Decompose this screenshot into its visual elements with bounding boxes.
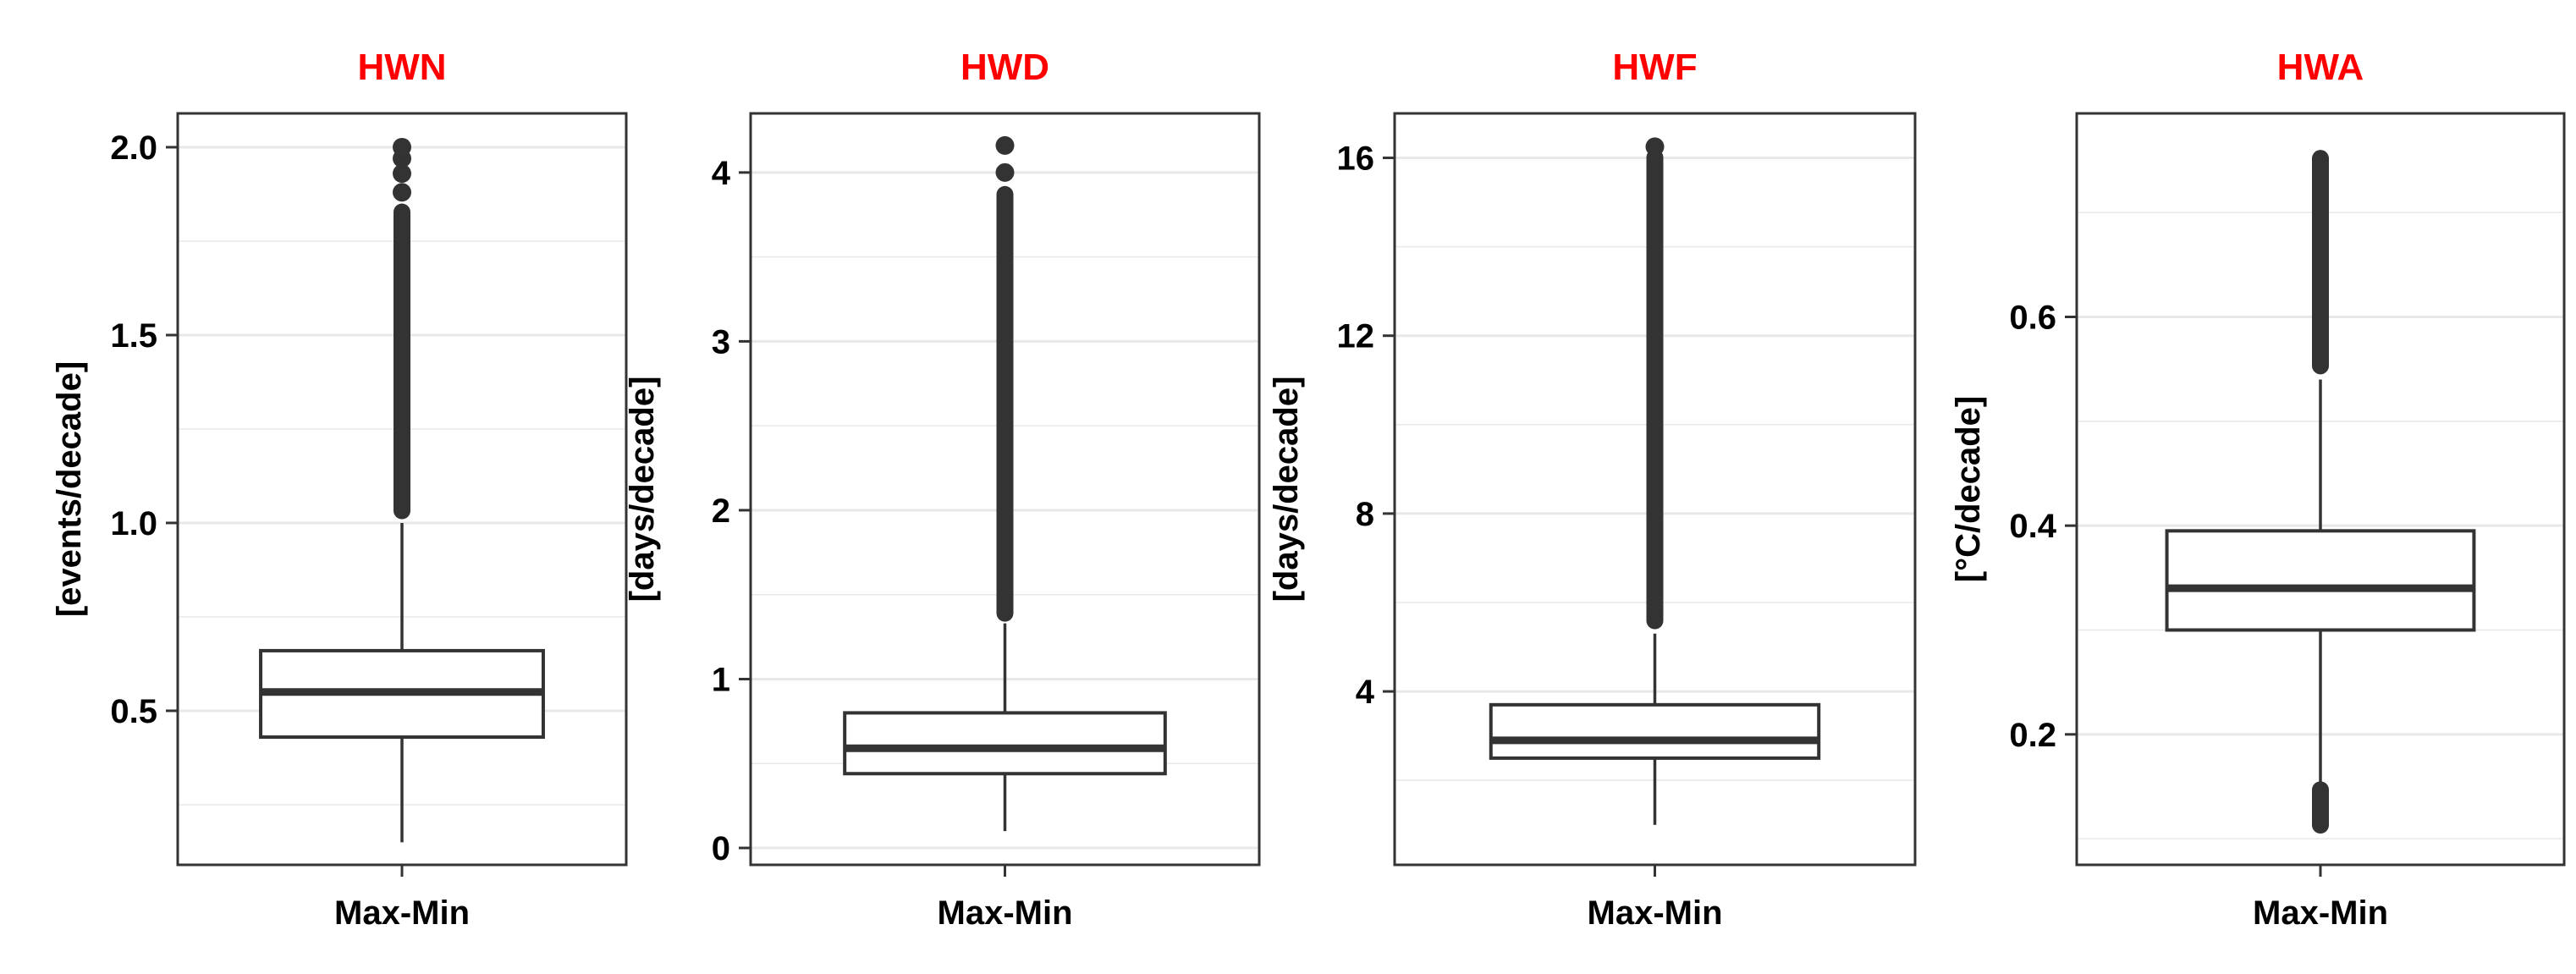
y-tick-label: 1.5 [110,317,157,355]
outlier-points-upper [2312,150,2329,375]
panel-title: HWA [2277,47,2364,88]
x-tick-label: Max-Min [1588,894,1723,932]
iqr-box [843,711,1167,776]
panel-border [176,112,628,867]
panel-title: HWD [960,47,1049,88]
outlier-point [995,135,1015,155]
y-tick-label: 0.6 [2009,300,2056,337]
y-tick-label: 1 [712,661,730,698]
y-tick-label: 2 [712,493,730,530]
y-axis-title: [events/decade] [51,361,88,617]
panel-hwd: HWD 0 1 2 3 4 [days/decade] Max-Min [624,47,1261,932]
panel-border [1393,112,1917,867]
y-tick-label: 2.0 [110,129,157,167]
y-axis-title: [days/decade] [624,377,661,603]
y-axis-title: [°C/decade] [1950,396,1987,583]
y-tick-label: 0.2 [2009,717,2056,754]
y-tick-label: 0.5 [110,693,157,730]
panel-hwa: HWA 0.2 0.4 0.6 [°C/decade] Max-Min [1950,47,2566,932]
y-tick-label: 4 [712,155,731,192]
outlier-point [995,162,1015,182]
outlier-point [393,164,411,184]
panel-title: HWN [357,47,446,88]
y-tick-label: 0.4 [2009,508,2056,545]
x-tick-label: Max-Min [2253,894,2388,932]
iqr-box [1489,702,1821,760]
outlier-point [393,183,411,202]
panel-hwn: HWN 0.5 1.0 1.5 2.0 [events/decade] Max-Min [51,47,628,932]
outlier-point [1645,137,1665,157]
outlier-point [393,137,411,157]
x-tick-label: Max-Min [938,894,1073,932]
y-tick-label: 1.0 [110,505,157,542]
panel-hwf: HWF 4 8 12 16 [days/decade] Max-Min [1268,47,1917,932]
y-tick-label: 12 [1337,318,1375,355]
panel-title: HWF [1612,47,1697,88]
y-tick-label: 4 [1356,674,1375,711]
panel-border [749,112,1261,867]
outlier-points-lower [2312,781,2329,834]
outlier-points-upper [996,185,1014,622]
outlier-points-upper [394,203,410,520]
x-tick-label: Max-Min [334,894,470,932]
outlier-points-upper [1646,149,1664,630]
y-tick-label: 0 [712,830,730,867]
y-axis-title: [days/decade] [1268,377,1305,603]
panel-border [2075,112,2566,867]
y-tick-label: 3 [712,323,730,360]
y-tick-label: 8 [1356,496,1374,533]
iqr-box [2165,529,2476,632]
y-tick-label: 16 [1337,140,1375,178]
